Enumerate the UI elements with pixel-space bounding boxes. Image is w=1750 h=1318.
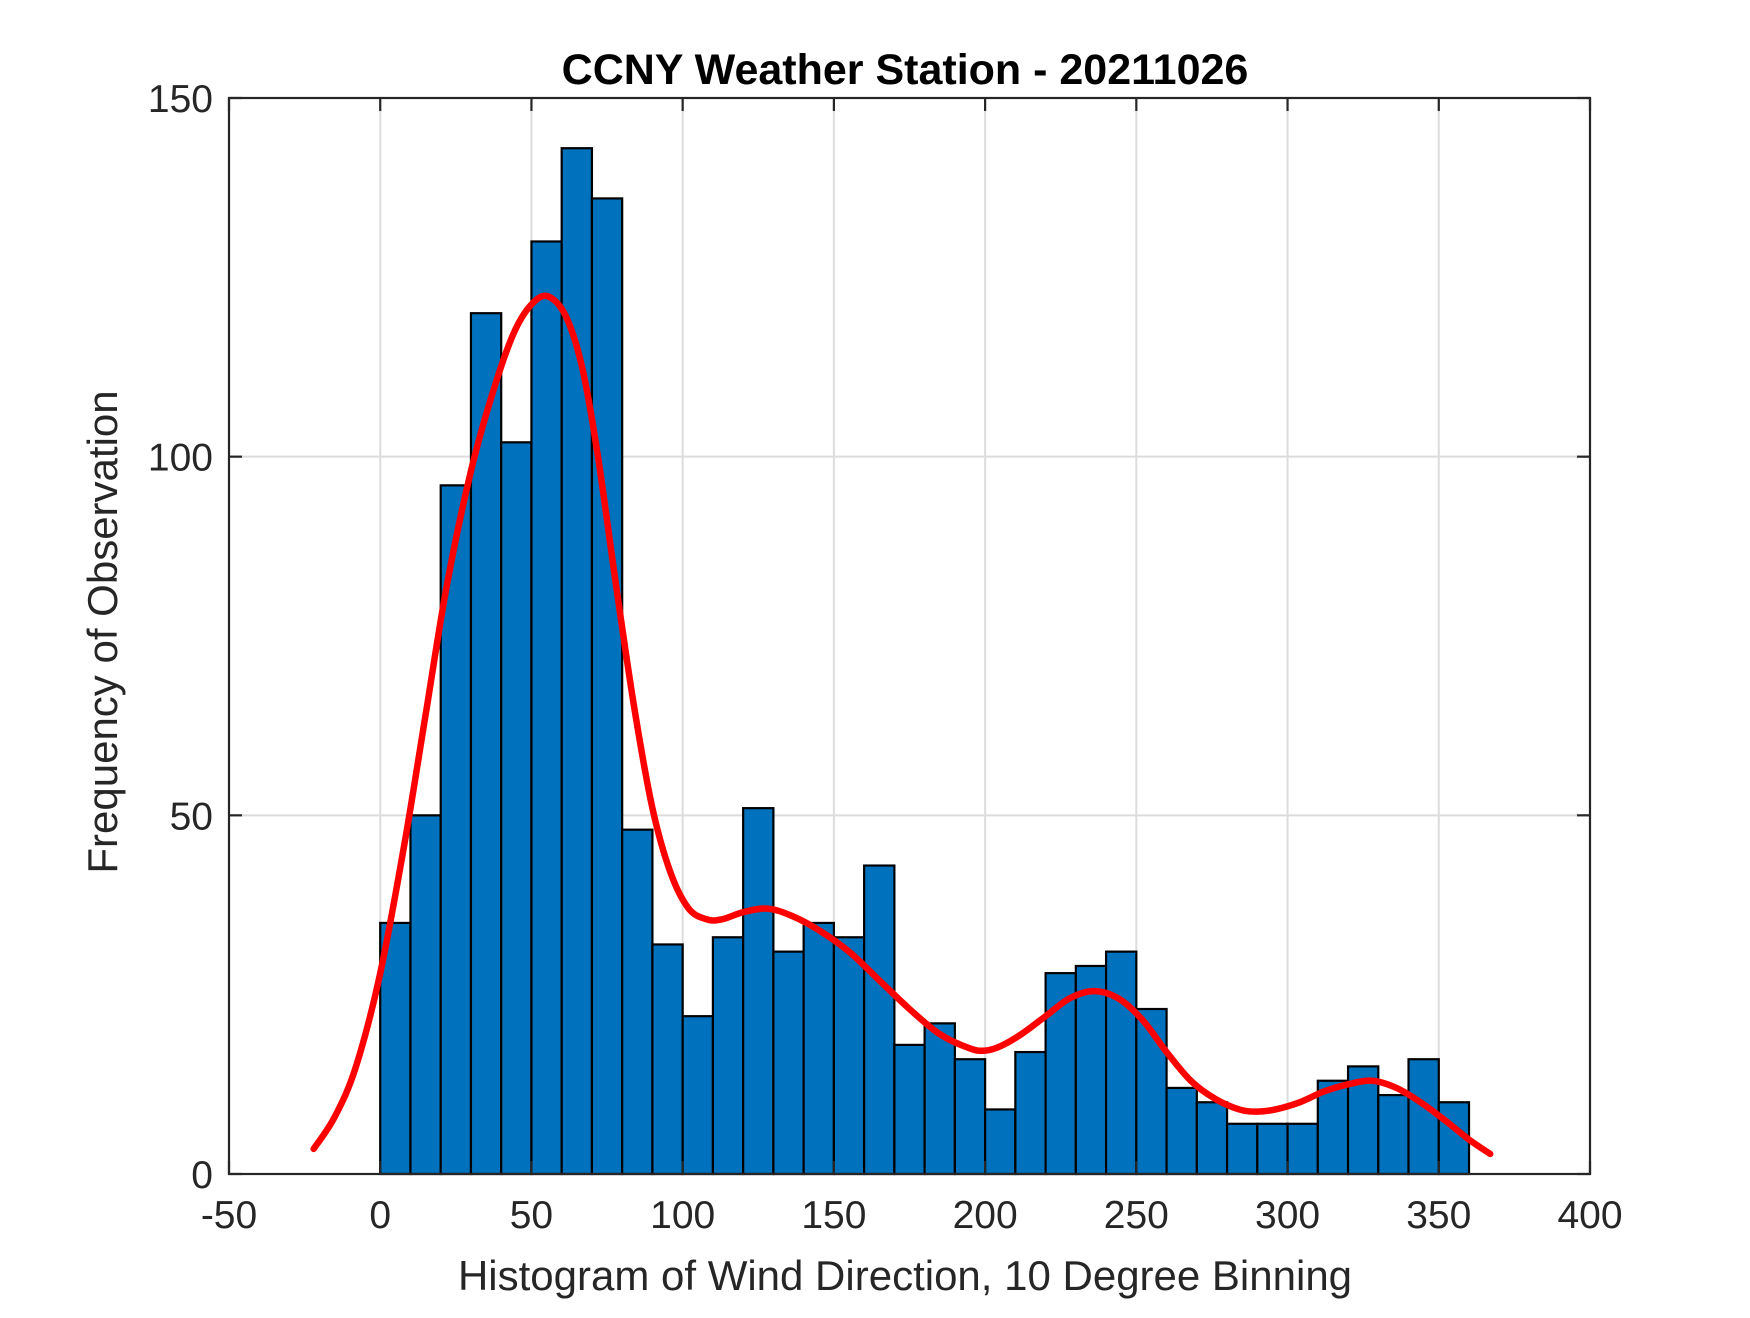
histogram-bar xyxy=(1225,1122,1259,1176)
histogram-bar xyxy=(1407,1058,1440,1176)
x-tick-label: 350 xyxy=(1406,1194,1471,1237)
histogram-bar xyxy=(590,197,624,1176)
histogram-bar xyxy=(1377,1093,1410,1176)
histogram-bar xyxy=(832,936,866,1176)
histogram-bar xyxy=(1256,1122,1289,1176)
x-tick-label: 150 xyxy=(801,1194,866,1237)
x-tick-label: 400 xyxy=(1557,1194,1622,1237)
histogram-bar xyxy=(651,943,684,1176)
x-tick-label: 300 xyxy=(1255,1194,1320,1237)
histogram-bar xyxy=(1104,950,1138,1176)
histogram-bar xyxy=(530,240,563,1176)
histogram-bar xyxy=(863,864,896,1176)
histogram-bar xyxy=(984,1108,1017,1176)
x-axis-label: Histogram of Wind Direction, 10 Degree B… xyxy=(458,1252,1352,1299)
histogram-bar xyxy=(1014,1050,1047,1176)
y-axis-label: Frequency of Observation xyxy=(79,390,126,873)
x-tick-label: 100 xyxy=(650,1194,715,1237)
chart-title: CCNY Weather Station - 20211026 xyxy=(562,46,1249,94)
histogram-bar xyxy=(893,1043,926,1176)
histogram-bar xyxy=(681,1015,715,1176)
histogram-bar xyxy=(1286,1122,1319,1176)
histogram-bar xyxy=(621,828,654,1176)
histogram-bar xyxy=(772,950,805,1176)
histogram-bar xyxy=(711,936,745,1176)
histogram-bar xyxy=(1074,964,1108,1176)
x-tick-label: -50 xyxy=(201,1194,257,1237)
x-tick-label: 250 xyxy=(1104,1194,1169,1237)
histogram-bar xyxy=(560,147,594,1176)
axes-frame xyxy=(227,96,1592,1176)
x-tick-label: 0 xyxy=(369,1194,391,1237)
histogram-bar xyxy=(923,1022,956,1176)
histogram-bar xyxy=(953,1058,987,1176)
histogram-bar xyxy=(742,807,775,1176)
histogram-bar xyxy=(1195,1101,1229,1176)
y-tick-label: 50 xyxy=(170,795,213,838)
histogram-bar xyxy=(500,441,533,1176)
y-tick-label: 0 xyxy=(191,1154,213,1197)
histogram-bar xyxy=(409,814,442,1176)
x-tick-label: 200 xyxy=(953,1194,1018,1237)
y-tick-label: 100 xyxy=(148,437,213,480)
histogram-bar xyxy=(802,921,835,1176)
density-fit-line xyxy=(310,292,1494,1158)
y-tick-label: 150 xyxy=(148,78,213,121)
histogram-bar xyxy=(1165,1086,1198,1176)
x-tick-label: 50 xyxy=(510,1194,553,1237)
